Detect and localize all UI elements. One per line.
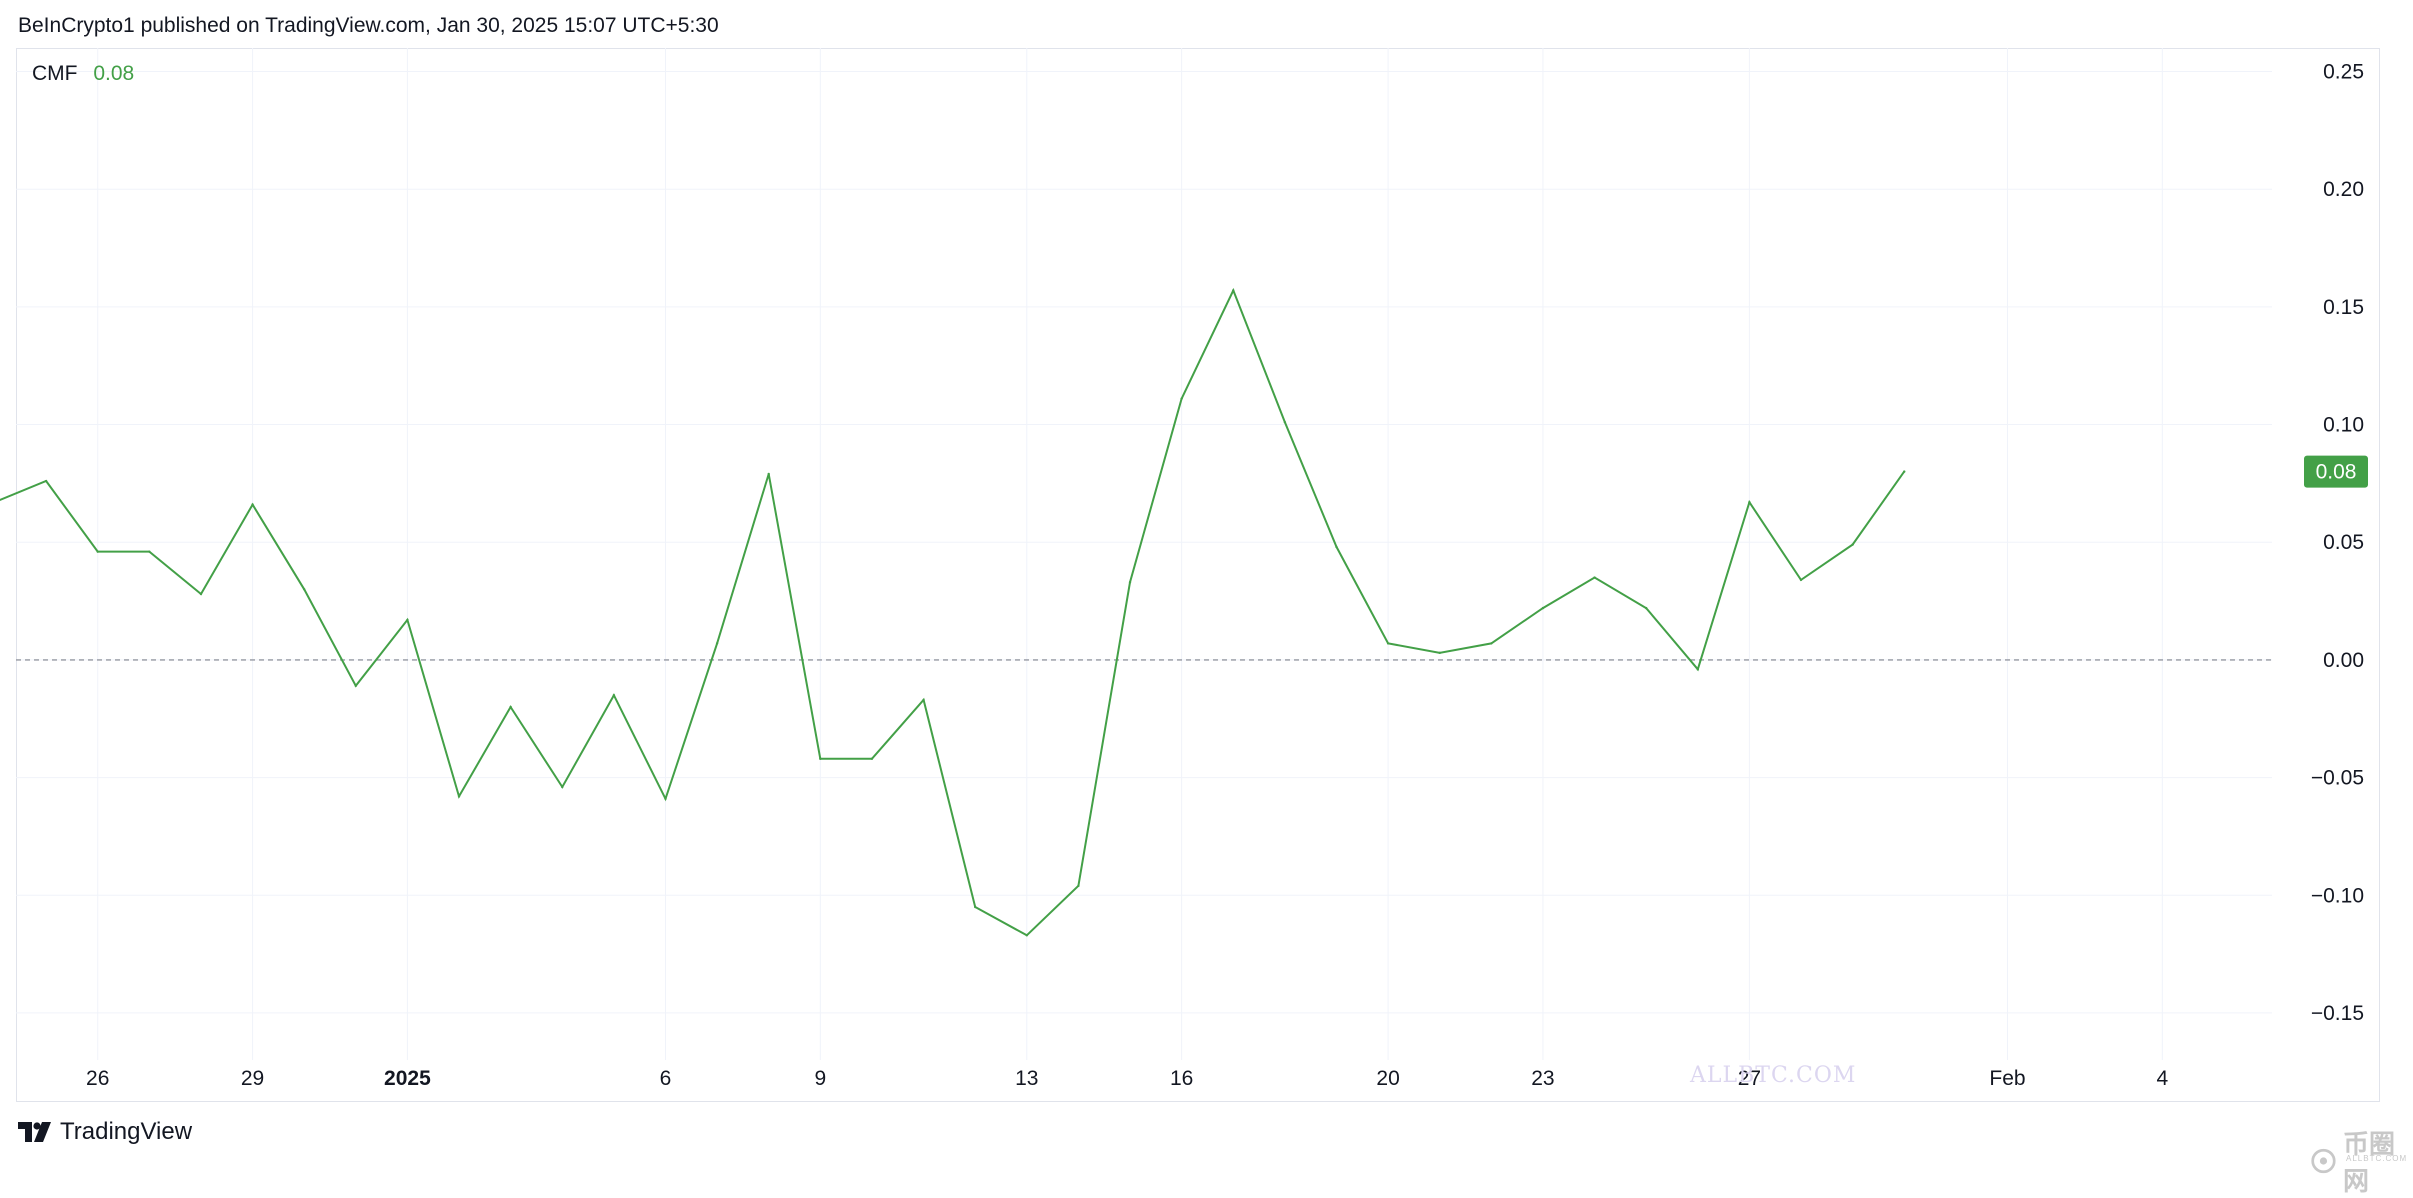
- data-point: [1232, 289, 1235, 292]
- y-tick-label: 0.00: [2323, 649, 2364, 672]
- watermark-logo-icon: [2311, 1148, 2336, 1174]
- x-tick-label: 2025: [384, 1067, 431, 1090]
- center-watermark: ALLBTC.COM: [1690, 1063, 1857, 1088]
- watermark-corner-subtext: ALLBTC.COM: [2346, 1154, 2408, 1163]
- data-point: [870, 757, 874, 760]
- y-tick-label: 0.05: [2323, 531, 2364, 554]
- y-tick-label: 0.10: [2323, 414, 2364, 437]
- data-point: [1386, 642, 1390, 645]
- data-point: [1335, 545, 1338, 549]
- x-axis[interactable]: 26 29 2025 6 9 13 16 20 23 27 Feb 4: [86, 1067, 2168, 1090]
- data-point: [1128, 581, 1132, 584]
- y-tick-label: 0.25: [2323, 61, 2364, 84]
- data-point: [612, 694, 616, 697]
- data-point: [664, 797, 667, 800]
- data-point: [1438, 651, 1441, 655]
- data-point: [354, 684, 357, 687]
- last-value-tag: 0.08: [2304, 455, 2368, 488]
- x-tick-label: 4: [2156, 1067, 2168, 1090]
- data-point: [96, 550, 99, 553]
- x-tick-label: 20: [1376, 1067, 1399, 1090]
- x-tick-label: 26: [86, 1067, 109, 1090]
- tradingview-logo-icon: [18, 1122, 51, 1142]
- chart-pane[interactable]: [16, 48, 2380, 1102]
- cmf-series-line[interactable]: [0, 287, 1906, 937]
- data-point: [973, 905, 977, 909]
- x-tick-label: 16: [1170, 1067, 1193, 1090]
- data-point: [561, 785, 564, 789]
- data-point: [1283, 421, 1287, 424]
- y-tick-label: −0.05: [2311, 767, 2364, 790]
- data-point: [251, 503, 254, 506]
- data-point: [1644, 606, 1648, 610]
- x-tick-label: 6: [660, 1067, 672, 1090]
- indicator-legend[interactable]: CMF 0.08: [32, 62, 134, 86]
- data-point: [1903, 470, 1906, 473]
- x-tick-label: 13: [1015, 1067, 1038, 1090]
- grid-lines: [16, 48, 2272, 1060]
- data-point: [1541, 606, 1545, 610]
- y-tick-label: −0.15: [2311, 1002, 2364, 1025]
- data-point: [1077, 884, 1080, 888]
- data-point: [1180, 397, 1183, 400]
- data-point: [1748, 501, 1751, 504]
- y-tick-label: 0.15: [2323, 296, 2364, 319]
- publisher-line: BeInCrypto1 published on TradingView.com…: [18, 14, 719, 37]
- x-tick-label: 9: [814, 1067, 826, 1090]
- y-axis[interactable]: 0.25 0.20 0.15 0.10 0.05 0.00 −0.05 −0.10 −0.15: [2311, 61, 2364, 1025]
- x-tick-label: 27: [1738, 1067, 1761, 1090]
- tradingview-brand-text: TradingView: [60, 1118, 193, 1145]
- data-point: [767, 472, 770, 476]
- x-tick-label: Feb: [1989, 1067, 2025, 1090]
- data-point: [1696, 668, 1699, 671]
- last-value-tag-text: 0.08: [2316, 461, 2357, 484]
- data-point: [457, 795, 461, 798]
- x-tick-label: 23: [1531, 1067, 1554, 1090]
- tradingview-logo[interactable]: TradingView: [18, 1118, 192, 1146]
- data-point: [302, 588, 306, 591]
- data-point: [509, 705, 512, 709]
- data-point: [1025, 934, 1028, 937]
- cmf-chart[interactable]: 0.250.200.150.100.050.00−0.05−0.10−0.15 …: [0, 0, 2413, 1164]
- data-point: [44, 479, 48, 483]
- y-tick-label: 0.20: [2323, 178, 2364, 201]
- data-points: [44, 289, 1906, 937]
- data-point: [406, 618, 409, 622]
- data-point: [819, 757, 822, 760]
- indicator-name: CMF: [32, 62, 78, 85]
- indicator-value: 0.08: [93, 62, 135, 85]
- data-point: [148, 550, 151, 553]
- data-point: [199, 592, 203, 596]
- last-value-tag-bg: [2304, 455, 2368, 488]
- data-point: [1851, 543, 1854, 546]
- corner-watermark: 币圈网 ALLBTC.COM: [2310, 1124, 2413, 1198]
- x-tick-label: 29: [241, 1067, 264, 1090]
- data-point: [715, 642, 719, 645]
- data-point: [1490, 642, 1493, 645]
- data-point: [1593, 576, 1596, 579]
- data-point: [1799, 578, 1803, 582]
- y-tick-label: −0.10: [2311, 884, 2364, 907]
- data-point: [922, 698, 925, 702]
